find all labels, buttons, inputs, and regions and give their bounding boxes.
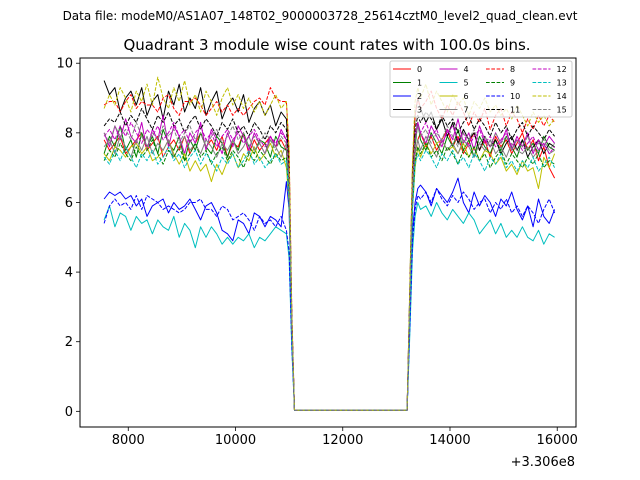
chart-title: Quadrant 3 module wise count rates with …	[123, 36, 530, 54]
series-line-12	[103, 121, 555, 411]
legend-label-5: 5	[464, 79, 469, 88]
legend-label-6: 6	[464, 92, 469, 101]
legend-label-7: 7	[464, 106, 469, 115]
y-tick-label-6: 6	[65, 196, 73, 211]
x-tick-label-8000: 8000	[112, 433, 145, 448]
legend-label-12: 12	[557, 65, 567, 74]
series-line-0	[103, 128, 556, 411]
series-line-9	[103, 139, 555, 411]
y-tick-label-4: 4	[65, 266, 73, 281]
x-axis-offset-label: +3.306e8	[511, 455, 575, 470]
x-tick-label-16000: 16000	[537, 433, 578, 448]
series-line-2	[103, 177, 556, 411]
chart-suptitle: Data file: modeM0/AS1A07_148T02_90000037…	[63, 9, 578, 23]
legend-label-15: 15	[557, 106, 567, 115]
legend-label-1: 1	[417, 79, 422, 88]
legend-label-4: 4	[464, 65, 469, 74]
y-tick-label-0: 0	[65, 405, 73, 420]
series-line-1	[103, 121, 555, 411]
legend-label-14: 14	[557, 92, 567, 101]
series-line-6	[103, 139, 556, 411]
legend-label-13: 13	[557, 79, 567, 88]
x-tick-label-12000: 12000	[322, 433, 363, 448]
legend-box	[389, 60, 573, 118]
legend-label-10: 10	[510, 92, 520, 101]
legend-label-2: 2	[417, 92, 422, 101]
legend-label-8: 8	[510, 65, 515, 74]
x-tick-label-10000: 10000	[215, 433, 256, 448]
series-line-15	[103, 121, 555, 411]
x-tick-label-14000: 14000	[429, 433, 470, 448]
legend-label-3: 3	[417, 106, 422, 115]
plot-frame	[79, 57, 577, 428]
legend-label-11: 11	[510, 106, 520, 115]
y-tick-label-8: 8	[65, 126, 73, 141]
legend-label-9: 9	[510, 79, 515, 88]
series-layer	[103, 76, 556, 411]
series-line-7	[103, 135, 555, 411]
y-tick-label-2: 2	[65, 335, 73, 350]
legend-label-0: 0	[417, 65, 422, 74]
y-tick-label-10: 10	[56, 57, 73, 72]
series-line-5	[103, 202, 555, 411]
series-line-13	[103, 146, 556, 411]
